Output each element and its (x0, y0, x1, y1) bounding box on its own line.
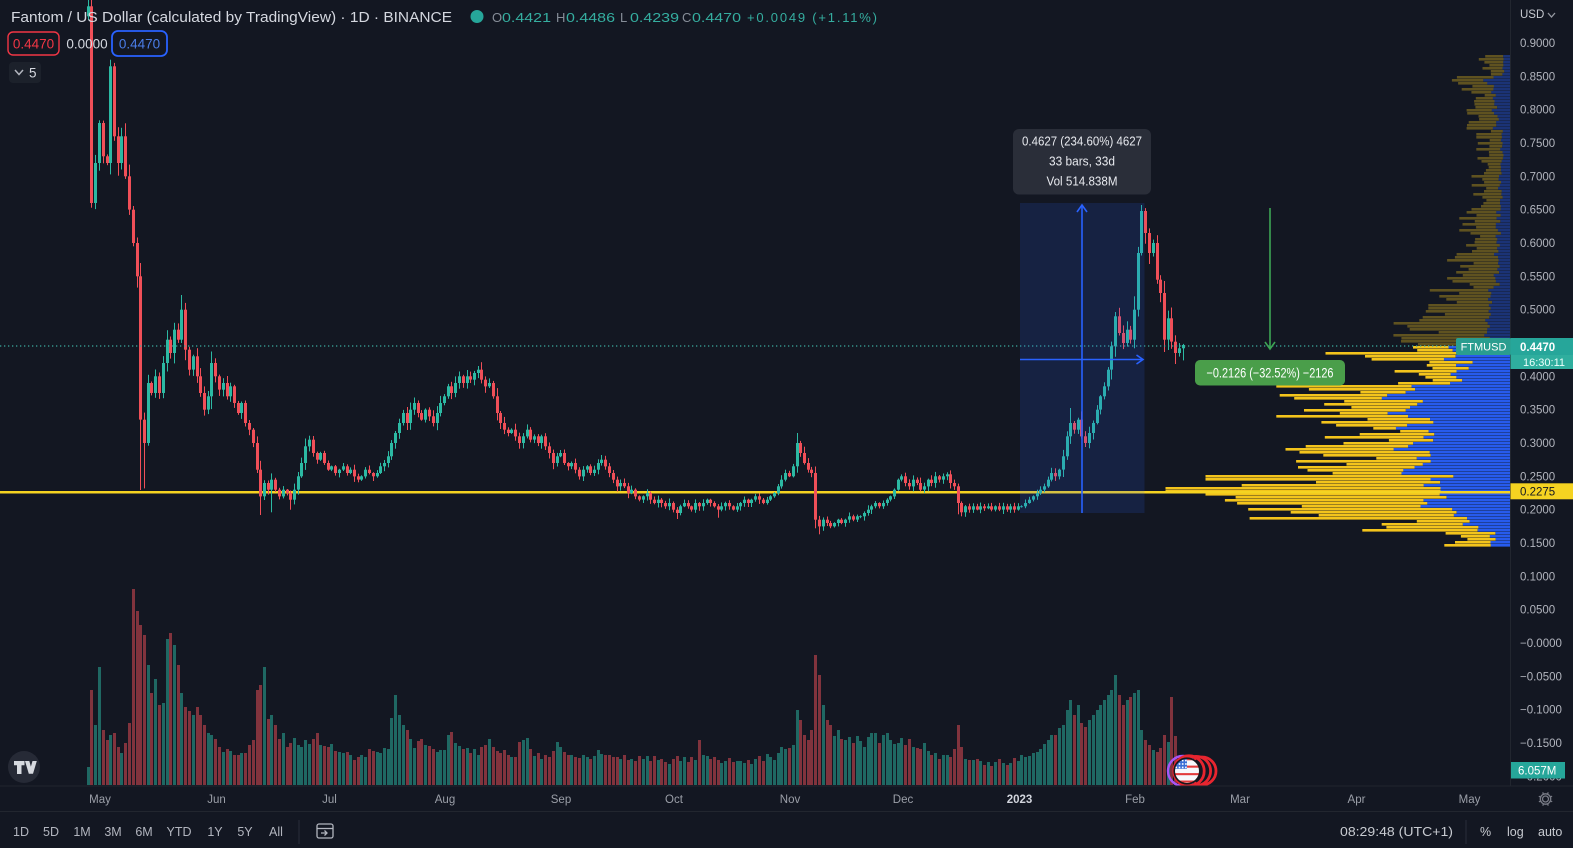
svg-text:0.4470: 0.4470 (119, 37, 160, 52)
svg-text:−0.0000: −0.0000 (1520, 638, 1562, 650)
svg-text:0.7500: 0.7500 (1520, 138, 1555, 150)
svg-text:6.057M: 6.057M (1518, 766, 1556, 778)
svg-text:0.5000: 0.5000 (1520, 305, 1555, 317)
svg-text:0.7000: 0.7000 (1520, 171, 1555, 183)
svg-text:5D: 5D (43, 825, 59, 839)
svg-text:All: All (269, 825, 283, 839)
svg-text:log: log (1507, 825, 1524, 839)
svg-text:Mar: Mar (1230, 794, 1250, 806)
svg-text:3M: 3M (104, 825, 121, 839)
svg-text:2023: 2023 (1007, 794, 1033, 806)
svg-text:1D: 1D (13, 825, 29, 839)
svg-text:16:30:11: 16:30:11 (1523, 357, 1565, 369)
svg-text:0.6500: 0.6500 (1520, 205, 1555, 217)
svg-text:0.3000: 0.3000 (1520, 438, 1555, 450)
svg-text:0.1000: 0.1000 (1520, 571, 1555, 583)
svg-text:Jun: Jun (207, 794, 226, 806)
svg-text:0.5500: 0.5500 (1520, 271, 1555, 283)
svg-text:0.6000: 0.6000 (1520, 238, 1555, 250)
svg-text:0.2275: 0.2275 (1520, 486, 1555, 498)
svg-text:0.0000: 0.0000 (66, 37, 107, 52)
svg-text:Apr: Apr (1348, 794, 1366, 806)
svg-text:5: 5 (29, 66, 37, 81)
svg-text:0.3500: 0.3500 (1520, 405, 1555, 417)
svg-text:Oct: Oct (665, 794, 684, 806)
svg-text:FTMUSD: FTMUSD (1461, 342, 1507, 354)
svg-text:1Y: 1Y (207, 825, 223, 839)
svg-text:Dec: Dec (893, 794, 914, 806)
svg-text:0.4470: 0.4470 (1520, 342, 1555, 354)
svg-text:O: O (492, 10, 502, 25)
svg-text:Vol 514.838M: Vol 514.838M (1047, 175, 1118, 189)
svg-text:Feb: Feb (1125, 794, 1145, 806)
svg-text:Nov: Nov (780, 794, 801, 806)
svg-text:0.8000: 0.8000 (1520, 105, 1555, 117)
svg-text:08:29:48 (UTC+1): 08:29:48 (UTC+1) (1340, 825, 1453, 839)
svg-text:33 bars, 33d: 33 bars, 33d (1049, 155, 1115, 169)
svg-text:0.2500: 0.2500 (1520, 471, 1555, 483)
svg-text:C: C (682, 10, 691, 25)
svg-text:0.4470: 0.4470 (13, 37, 54, 52)
svg-text:H: H (556, 10, 565, 25)
svg-text:Jul: Jul (322, 794, 337, 806)
svg-text:5Y: 5Y (237, 825, 253, 839)
svg-text:0.0500: 0.0500 (1520, 605, 1555, 617)
svg-text:0.9000: 0.9000 (1520, 38, 1555, 50)
svg-text:May: May (1459, 794, 1481, 806)
svg-text:Fantom / US Dollar (calculated: Fantom / US Dollar (calculated by Tradin… (11, 9, 452, 26)
svg-text:Aug: Aug (435, 794, 455, 806)
svg-text:0.8500: 0.8500 (1520, 71, 1555, 83)
svg-text:Sep: Sep (551, 794, 571, 806)
svg-text:YTD: YTD (167, 825, 192, 839)
svg-text:0.1500: 0.1500 (1520, 538, 1555, 550)
svg-text:0.4239: 0.4239 (630, 10, 679, 25)
svg-text:%: % (1480, 825, 1491, 839)
svg-text:L: L (620, 10, 627, 25)
svg-text:−0.0500: −0.0500 (1520, 671, 1562, 683)
svg-text:0.2000: 0.2000 (1520, 505, 1555, 517)
svg-text:−0.2126 (−32.52%) −2126: −0.2126 (−32.52%) −2126 (1207, 366, 1334, 381)
svg-text:1M: 1M (73, 825, 90, 839)
svg-text:−0.1000: −0.1000 (1520, 705, 1562, 717)
svg-text:May: May (89, 794, 111, 806)
svg-text:auto: auto (1538, 825, 1562, 839)
svg-text:0.4421: 0.4421 (502, 10, 551, 25)
svg-text:0.4470: 0.4470 (692, 10, 741, 25)
svg-text:+0.0049 (+1.11%): +0.0049 (+1.11%) (747, 10, 877, 25)
svg-text:6M: 6M (135, 825, 152, 839)
svg-text:−0.1500: −0.1500 (1520, 738, 1562, 750)
svg-text:0.4000: 0.4000 (1520, 371, 1555, 383)
svg-text:0.4627 (234.60%) 4627: 0.4627 (234.60%) 4627 (1022, 135, 1142, 149)
svg-text:USD: USD (1520, 9, 1544, 21)
svg-text:0.4486: 0.4486 (566, 10, 615, 25)
